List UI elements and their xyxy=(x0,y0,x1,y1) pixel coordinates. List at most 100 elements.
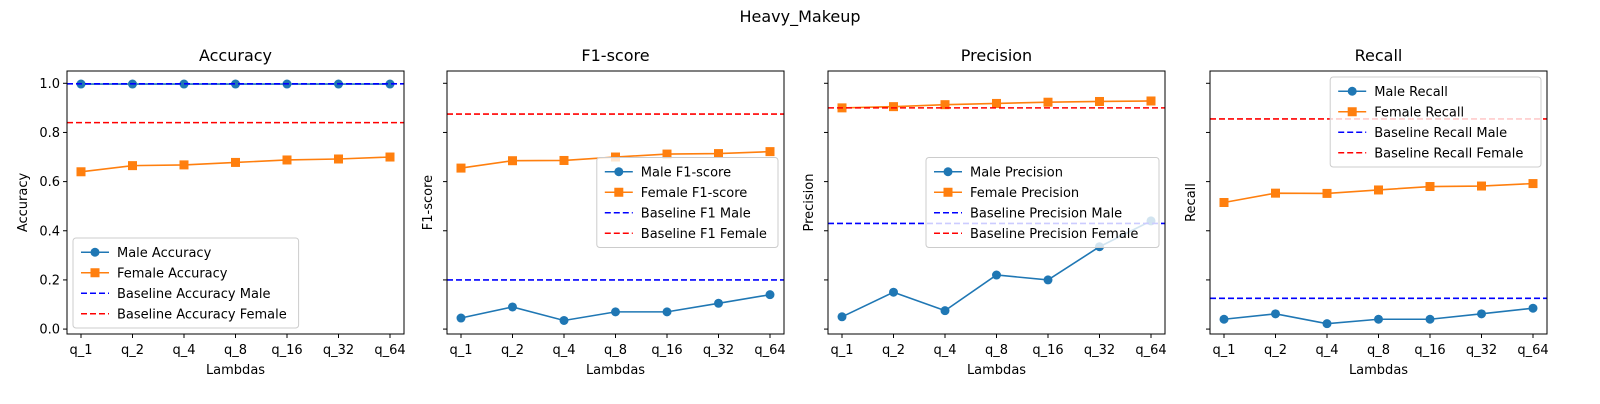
x-tick-label: q_1 xyxy=(69,343,92,358)
y-tick-label: 0.8 xyxy=(39,126,60,141)
point-male-precision xyxy=(940,306,950,316)
legend-marker xyxy=(90,268,100,278)
subplot-accuracy: Accuracy 0.0 0.2 0.4 0.6 0.8 1.0 q_1 q_2 q_4 q_8 q_… xyxy=(16,46,406,378)
figure-title: Heavy_Makeup xyxy=(739,7,860,27)
x-tick-label: q_32 xyxy=(1084,343,1115,358)
y-tick-label: 0.6 xyxy=(39,175,60,190)
legend-frame xyxy=(1329,76,1542,168)
legend-frame xyxy=(925,157,1160,248)
point-female-accuracy xyxy=(282,155,292,165)
subplot-f1-score: F1-score q_1 q_2 q_4 q_8 q_16 q_32 q_64 Lambdas F… xyxy=(421,46,786,378)
point-female-f1-score xyxy=(508,156,517,166)
legend-label: Baseline Precision Male xyxy=(970,206,1122,221)
subplot-precision: Precision q_1 q_2 q_4 q_8 q_16 q_32 q_64 Lambdas… xyxy=(802,46,1167,378)
point-male-recall xyxy=(1219,314,1229,324)
x-tick-label: q_4 xyxy=(552,343,575,358)
point-female-f1-score xyxy=(456,163,466,173)
legend-marker xyxy=(614,187,624,197)
x-tick-label: q_64 xyxy=(1517,343,1548,358)
x-tick-label: q_1 xyxy=(830,343,853,358)
legend: Male F1-score Female F1-score Baseline F1 … xyxy=(596,157,779,248)
point-female-accuracy xyxy=(179,160,189,170)
point-male-recall xyxy=(1528,303,1538,313)
subplot-title: Precision xyxy=(961,46,1032,65)
x-tick-label: q_64 xyxy=(1135,343,1166,358)
point-male-f1-score xyxy=(611,307,620,317)
legend-label: Baseline F1 Male xyxy=(641,206,751,221)
x-tick-label: q_64 xyxy=(754,343,785,358)
x-axis-label: Lambdas xyxy=(967,363,1026,378)
legend-label: Female Accuracy xyxy=(117,266,228,281)
x-axis-label: Lambdas xyxy=(206,363,265,378)
legend-label: Male Accuracy xyxy=(117,246,212,261)
subplot-title: F1-score xyxy=(581,46,649,65)
legend-marker xyxy=(943,167,953,177)
x-tick-label: q_32 xyxy=(1466,343,1497,358)
x-tick-label: q_16 xyxy=(271,343,302,358)
y-tick-label: 0.0 xyxy=(39,323,60,338)
legend-frame xyxy=(596,157,779,248)
legend-label: Baseline Recall Female xyxy=(1374,146,1523,161)
plot-frame xyxy=(66,70,405,335)
point-female-precision xyxy=(1095,96,1104,106)
legend: Male Recall Female Recall Baseline Recall … xyxy=(1329,76,1542,168)
x-axis-label: Lambdas xyxy=(586,363,645,378)
point-male-precision xyxy=(889,287,898,297)
point-female-f1-score xyxy=(662,149,672,159)
legend-label: Baseline Recall Male xyxy=(1374,126,1507,141)
legend-label: Male Recall xyxy=(1374,85,1448,100)
point-female-precision xyxy=(889,102,898,112)
x-tick-label: q_2 xyxy=(1264,343,1287,358)
y-axis-label: Precision xyxy=(802,173,817,231)
point-male-f1-score xyxy=(765,290,775,300)
x-tick-label: q_2 xyxy=(501,343,524,358)
y-tick-label: 1.0 xyxy=(39,77,60,92)
subplot-grid: Accuracy 0.0 0.2 0.4 0.6 0.8 1.0 q_1 q_2 q_4 q_8 q_… xyxy=(16,46,1549,378)
point-female-precision xyxy=(1043,97,1053,107)
plot-frame xyxy=(1209,70,1548,335)
point-female-f1-score xyxy=(714,149,723,159)
legend-frame xyxy=(72,237,300,329)
point-male-f1-score xyxy=(662,307,672,317)
point-male-f1-score xyxy=(559,315,569,325)
legend-label: Female F1-score xyxy=(641,186,748,201)
plot-frame xyxy=(446,70,785,335)
point-female-precision xyxy=(992,98,1001,108)
point-male-accuracy xyxy=(385,79,395,89)
x-tick-label: q_16 xyxy=(1032,343,1063,358)
y-axis-label: Accuracy xyxy=(16,173,31,233)
point-female-accuracy xyxy=(334,154,343,164)
x-tick-label: q_16 xyxy=(651,343,682,358)
x-tick-label: q_8 xyxy=(985,343,1008,358)
legend-label: Baseline Accuracy Female xyxy=(117,307,287,322)
point-male-recall xyxy=(1271,309,1280,319)
x-tick-label: q_4 xyxy=(172,343,195,358)
x-tick-label: q_4 xyxy=(1315,343,1338,358)
legend-marker xyxy=(943,187,953,197)
point-female-recall xyxy=(1271,188,1280,198)
point-female-accuracy xyxy=(76,167,86,177)
point-male-precision xyxy=(992,270,1001,280)
x-tick-label: q_8 xyxy=(1367,343,1390,358)
x-tick-label: q_32 xyxy=(703,343,734,358)
point-male-precision xyxy=(837,312,847,322)
y-axis-label: Recall xyxy=(1184,183,1199,222)
plot-frame xyxy=(827,70,1166,335)
y-tick-label: 0.4 xyxy=(39,224,60,239)
y-tick-label: 0.2 xyxy=(39,273,60,288)
x-tick-label: q_32 xyxy=(323,343,354,358)
point-female-accuracy xyxy=(385,152,395,162)
legend-marker xyxy=(1347,86,1357,96)
subplot-title: Accuracy xyxy=(199,46,272,65)
point-female-recall xyxy=(1477,181,1486,191)
point-male-recall xyxy=(1322,319,1332,329)
legend: Male Precision Female Precision Baseline P… xyxy=(925,157,1160,248)
x-tick-label: q_2 xyxy=(882,343,905,358)
point-male-f1-score xyxy=(508,302,517,312)
point-female-accuracy xyxy=(128,161,137,171)
x-tick-label: q_16 xyxy=(1414,343,1445,358)
legend-marker xyxy=(90,247,100,257)
point-female-recall xyxy=(1528,179,1538,189)
point-male-recall xyxy=(1477,309,1486,319)
point-female-f1-score xyxy=(559,155,569,165)
